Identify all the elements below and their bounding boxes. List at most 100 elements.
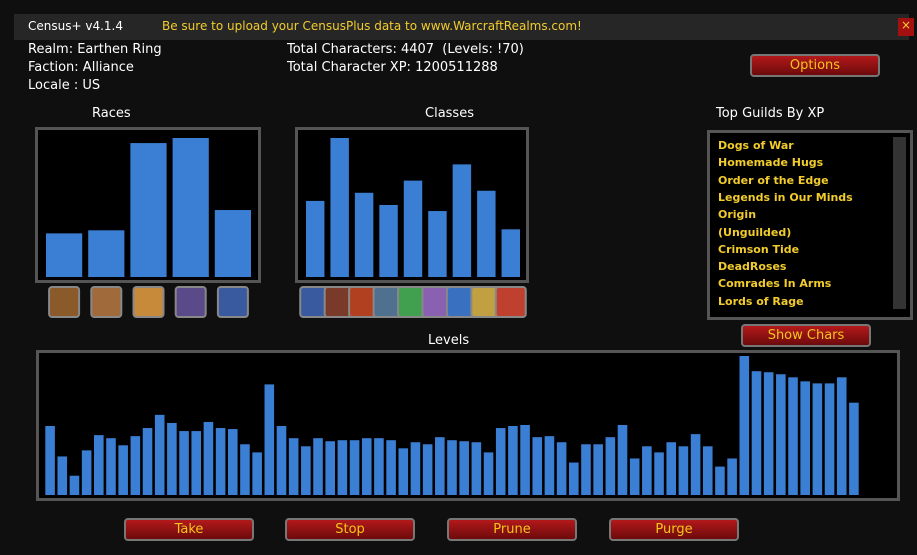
bar xyxy=(361,438,372,495)
bar xyxy=(203,421,214,495)
bar xyxy=(520,424,530,495)
bar xyxy=(118,445,128,495)
bar xyxy=(264,384,275,495)
bar xyxy=(306,200,325,277)
close-button[interactable]: × xyxy=(898,18,914,36)
upload-message: Be sure to upload your CensusPlus data t… xyxy=(162,19,582,33)
prune-button[interactable]: Prune xyxy=(447,518,577,541)
bar xyxy=(435,437,445,495)
guilds-title: Top Guilds By XP xyxy=(716,106,825,121)
bar xyxy=(452,164,472,277)
title-bar xyxy=(14,14,909,40)
bar xyxy=(288,438,299,495)
guild-name[interactable]: DeadRoses xyxy=(718,260,787,274)
scrollbar[interactable] xyxy=(893,137,906,309)
bar xyxy=(240,444,250,495)
bar xyxy=(544,436,555,495)
realm: Realm: Earthen Ring xyxy=(28,42,162,57)
bar xyxy=(836,377,847,495)
bar xyxy=(428,211,447,277)
bar xyxy=(81,450,92,495)
bar xyxy=(130,436,141,495)
bar xyxy=(447,440,457,495)
guild-name[interactable]: Homemade Hugs xyxy=(718,156,824,170)
bar xyxy=(403,180,423,277)
bar xyxy=(94,435,104,495)
bar xyxy=(824,383,835,495)
guild-name[interactable]: Origin xyxy=(718,208,757,222)
bar xyxy=(337,440,348,495)
bar xyxy=(666,442,677,495)
bar xyxy=(702,446,713,495)
bar xyxy=(678,446,689,495)
bar xyxy=(214,210,251,277)
bar xyxy=(581,444,591,495)
bar xyxy=(106,438,116,495)
bar xyxy=(69,475,80,495)
classes-title: Classes xyxy=(425,106,474,121)
purge-button[interactable]: Purge xyxy=(609,518,739,541)
bar xyxy=(569,462,579,495)
bar xyxy=(252,452,262,495)
bar xyxy=(593,444,603,495)
bar xyxy=(301,446,311,495)
icon xyxy=(216,286,249,318)
bar xyxy=(812,383,823,495)
bar xyxy=(471,442,482,495)
bar xyxy=(227,429,238,495)
guild-name[interactable]: Crimson Tide xyxy=(718,242,800,256)
bar xyxy=(849,402,859,495)
bar xyxy=(325,441,335,495)
icon xyxy=(132,286,165,318)
guild-name[interactable]: Comrades In Arms xyxy=(718,277,832,291)
guild-name[interactable]: Order of the Edge xyxy=(718,173,829,187)
bar xyxy=(763,372,774,495)
bar xyxy=(690,434,701,495)
guild-name[interactable]: Legends in Our Minds xyxy=(718,190,853,204)
bar xyxy=(172,138,209,277)
bar xyxy=(215,428,226,495)
guild-name[interactable]: Dogs of War xyxy=(718,139,794,152)
bar xyxy=(349,440,360,495)
stop-button[interactable]: Stop xyxy=(285,518,415,541)
bar xyxy=(154,414,165,495)
bar xyxy=(508,426,518,495)
bar xyxy=(605,437,616,495)
icon xyxy=(48,286,81,318)
faction: Faction: Alliance xyxy=(28,60,134,75)
bar xyxy=(379,204,398,277)
bar xyxy=(398,448,409,495)
bar xyxy=(354,192,374,277)
bar xyxy=(88,230,125,277)
total-characters: Total Characters: 4407 (Levels: !70) xyxy=(287,42,524,57)
races-title: Races xyxy=(92,106,131,121)
bar xyxy=(45,426,55,495)
bar xyxy=(459,441,469,495)
show-chars-button[interactable]: Show Chars xyxy=(741,324,871,347)
bar xyxy=(654,452,664,495)
bar xyxy=(422,444,433,495)
icon xyxy=(494,286,527,318)
bar xyxy=(167,422,177,495)
bar xyxy=(556,442,567,495)
options-button[interactable]: Options xyxy=(750,54,880,77)
bar xyxy=(642,446,652,495)
bar xyxy=(46,233,83,277)
bar xyxy=(495,428,506,495)
guild-name[interactable]: Lords of Rage xyxy=(718,294,804,308)
take-button[interactable]: Take xyxy=(124,518,254,541)
bar xyxy=(776,374,786,495)
bar xyxy=(629,458,640,495)
locale: Locale : US xyxy=(28,78,101,93)
bar xyxy=(532,437,543,495)
icon xyxy=(90,286,123,318)
bar xyxy=(313,438,323,495)
guild-list: Dogs of War Homemade Hugs Order of the Edg… xyxy=(707,130,913,320)
guild-name[interactable]: (Unguilded) xyxy=(718,225,792,239)
bar xyxy=(751,371,762,495)
icon xyxy=(174,286,207,318)
bar xyxy=(410,442,421,495)
bar xyxy=(57,456,68,495)
